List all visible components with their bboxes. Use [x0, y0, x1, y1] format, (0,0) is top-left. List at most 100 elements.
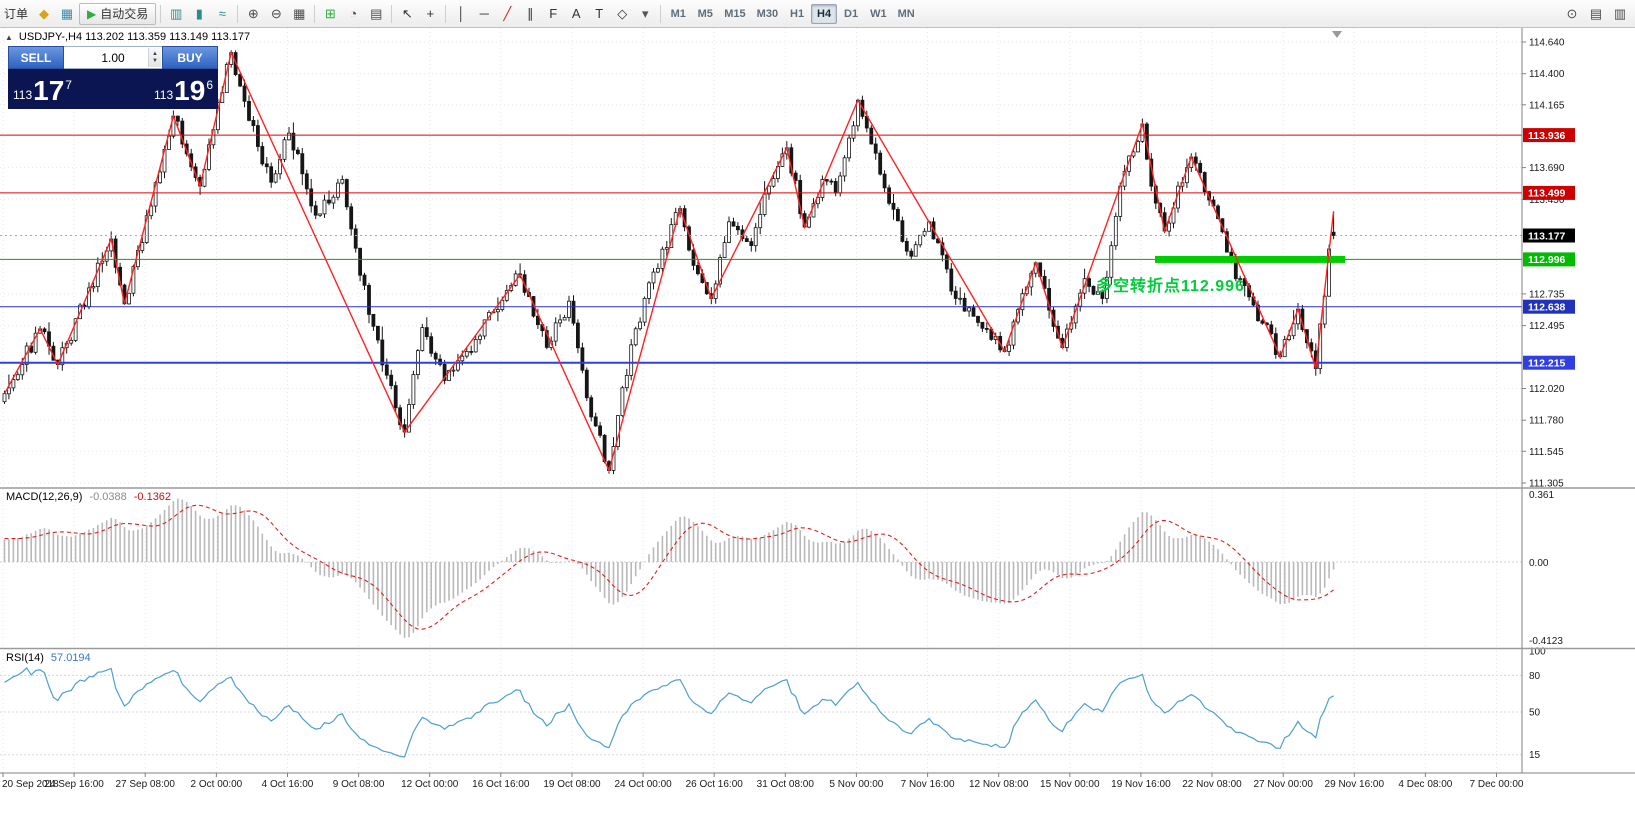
orders-menu-label[interactable]: 订单	[4, 7, 29, 21]
timeframe-m15[interactable]: M15	[724, 7, 746, 20]
svg-text:27 Nov 00:00: 27 Nov 00:00	[1253, 779, 1313, 790]
horizontal-line-icon[interactable]: ─	[479, 6, 489, 21]
ask-price-display[interactable]: 113 19 6	[113, 69, 218, 109]
macd-panel	[0, 498, 1522, 638]
price-tag: 113.177	[1523, 228, 1575, 243]
new-order-icon[interactable]: ⊞	[324, 5, 336, 21]
sell-button[interactable]: SELL	[8, 46, 64, 69]
svg-text:2 Oct 00:00: 2 Oct 00:00	[191, 779, 243, 790]
svg-text:111.545: 111.545	[1529, 447, 1564, 458]
svg-text:113.499: 113.499	[1528, 188, 1566, 200]
vertical-line-icon[interactable]: │	[457, 6, 466, 21]
timeframe-m5[interactable]: M5	[697, 7, 713, 20]
cursor-icon[interactable]: ↖	[401, 5, 413, 21]
svg-text:7 Dec 00:00: 7 Dec 00:00	[1470, 779, 1524, 790]
window-list-icon[interactable]: ▥	[1613, 5, 1627, 21]
svg-text:112.215: 112.215	[1528, 358, 1566, 370]
spinner-down-icon[interactable]: ▼	[152, 57, 158, 64]
horizontal-lines[interactable]	[0, 134, 1522, 364]
timeframe-d1[interactable]: D1	[844, 7, 859, 20]
svg-text:7 Nov 16:00: 7 Nov 16:00	[901, 779, 955, 790]
support-highlight-bar[interactable]	[1155, 255, 1345, 263]
svg-text:15: 15	[1529, 750, 1541, 761]
timeframe-m1[interactable]: M1	[670, 7, 686, 20]
chart-shift-marker[interactable]	[1332, 31, 1342, 38]
rsi-indicator-label: RSI(14) 57.0194	[6, 652, 91, 664]
indicator-list-icon[interactable]: ▤	[370, 5, 383, 21]
svg-text:27 Sep 08:00: 27 Sep 08:00	[115, 779, 175, 790]
svg-text:111.305: 111.305	[1529, 479, 1564, 490]
new-window-icon[interactable]: ▤	[1589, 5, 1603, 21]
text-icon[interactable]: A	[571, 6, 581, 21]
zigzag-line[interactable]	[3, 50, 1335, 473]
ask-big: 19	[174, 75, 206, 106]
svg-text:4 Dec 08:00: 4 Dec 08:00	[1398, 779, 1452, 790]
svg-text:5 Nov 00:00: 5 Nov 00:00	[829, 779, 883, 790]
spinner-up-icon[interactable]: ▲	[152, 50, 158, 57]
volume-field[interactable]: 1.00 ▲ ▼	[64, 46, 162, 69]
bar-chart-icon[interactable]: ▥	[170, 5, 183, 21]
price-tag: 113.499	[1523, 185, 1575, 200]
bid-price-display[interactable]: 113 17 7	[8, 69, 113, 109]
svg-text:22 Nov 08:00: 22 Nov 08:00	[1182, 779, 1242, 790]
timeframe-switcher: M1 M5 M15 M30 H1 H4 D1 W1 MN	[665, 3, 919, 24]
chart-canvas[interactable]: 114.640 114.400 114.165 113.690 113.450 112.7…	[0, 28, 1635, 828]
svg-text:50: 50	[1529, 708, 1541, 719]
autotrading-button-label: 自动交易	[100, 7, 149, 21]
toolbar-separator	[237, 4, 239, 23]
zoom-out-icon[interactable]: ⊖	[270, 5, 282, 21]
svg-text:114.400: 114.400	[1529, 69, 1565, 80]
one-click-trading-panel: SELL 1.00 ▲ ▼ BUY 113 17 7 113 19 6	[8, 46, 218, 109]
svg-text:-0.4123: -0.4123	[1529, 636, 1563, 647]
macd-indicator-label: MACD(12,26,9) -0.0388 -0.1362	[6, 491, 171, 503]
collapse-panel-icon[interactable]: ▲	[5, 32, 13, 42]
svg-text:26 Oct 16:00: 26 Oct 16:00	[686, 779, 744, 790]
svg-text:20 Sep 2018: 20 Sep 2018	[2, 779, 59, 790]
equidistant-channel-icon[interactable]: ∥	[527, 5, 534, 21]
svg-text:24 Sep 16:00: 24 Sep 16:00	[44, 779, 104, 790]
price-tag: 112.215	[1523, 355, 1575, 370]
charts-icon[interactable]: ◆	[39, 5, 50, 21]
svg-text:15 Nov 00:00: 15 Nov 00:00	[1040, 779, 1100, 790]
toolbar-separator	[445, 4, 447, 23]
turning-point-annotation[interactable]: 多空转折点112.996	[1096, 278, 1245, 295]
macd-name: MACD(12,26,9)	[6, 491, 83, 503]
svg-text:113.690: 113.690	[1529, 163, 1565, 174]
svg-text:100: 100	[1529, 647, 1546, 658]
candlestick-chart-icon[interactable]: ▮	[195, 5, 203, 21]
arrows-icon[interactable]: ◇	[617, 5, 628, 21]
profile-icon[interactable]: ▦	[60, 5, 74, 21]
bid-sup: 7	[65, 78, 72, 92]
line-chart-icon[interactable]: ≈	[218, 6, 226, 21]
timeframe-h1[interactable]: H1	[790, 7, 805, 20]
tile-windows-icon[interactable]: ▦	[293, 5, 306, 21]
svg-text:111.780: 111.780	[1529, 416, 1564, 427]
rsi-panel	[0, 666, 1522, 758]
timeframe-h4[interactable]: H4	[811, 3, 838, 24]
objects-dropdown-icon[interactable]: ▾	[642, 5, 649, 21]
timeframe-m30[interactable]: M30	[756, 7, 779, 20]
toolbar-right-group: ⊙ ▤ ▥	[1561, 3, 1631, 25]
svg-text:80: 80	[1529, 671, 1541, 682]
candles	[2, 50, 1336, 475]
toolbar-separator	[391, 4, 393, 23]
search-icon[interactable]: ⊙	[1566, 5, 1578, 21]
timeframe-w1[interactable]: W1	[870, 7, 887, 20]
macd-signal-value: -0.1362	[133, 491, 172, 503]
text-label-icon[interactable]: T	[595, 6, 604, 21]
svg-text:112.638: 112.638	[1528, 302, 1566, 314]
buy-button[interactable]: BUY	[162, 46, 218, 69]
volume-spinner[interactable]: ▲ ▼	[148, 48, 161, 67]
fibonacci-icon[interactable]: F	[549, 6, 558, 21]
autotrading-button[interactable]: ▶ 自动交易	[79, 2, 157, 25]
svg-text:0.00: 0.00	[1529, 558, 1549, 569]
timeframe-mn[interactable]: MN	[897, 7, 915, 20]
trendline-icon[interactable]: ╱	[503, 5, 512, 21]
svg-text:12 Nov 08:00: 12 Nov 08:00	[969, 779, 1029, 790]
bid-big: 17	[33, 75, 65, 106]
zoom-in-icon[interactable]: ⊕	[247, 5, 259, 21]
crosshair-icon[interactable]: +	[426, 6, 435, 21]
svg-text:112.495: 112.495	[1529, 321, 1565, 332]
clock-icon[interactable]: ◔	[349, 6, 358, 21]
